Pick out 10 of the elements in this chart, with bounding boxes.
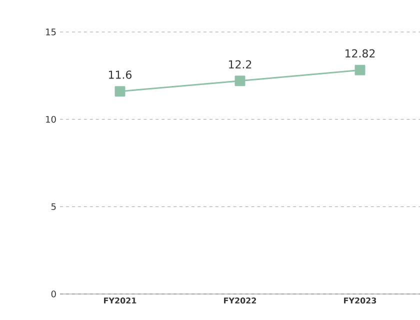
data-label: 12.2 <box>229 60 252 68</box>
data-label: 12.82 <box>346 49 375 58</box>
y-tick-label: 10 <box>46 116 56 123</box>
point <box>354 64 366 76</box>
point <box>234 76 246 86</box>
data-label: 11.6 <box>109 70 132 79</box>
point <box>114 86 126 97</box>
y-tick-label: 0 <box>51 290 56 298</box>
y-tick-label: 5 <box>51 203 56 210</box>
y-tick-label: 15 <box>46 28 56 36</box>
